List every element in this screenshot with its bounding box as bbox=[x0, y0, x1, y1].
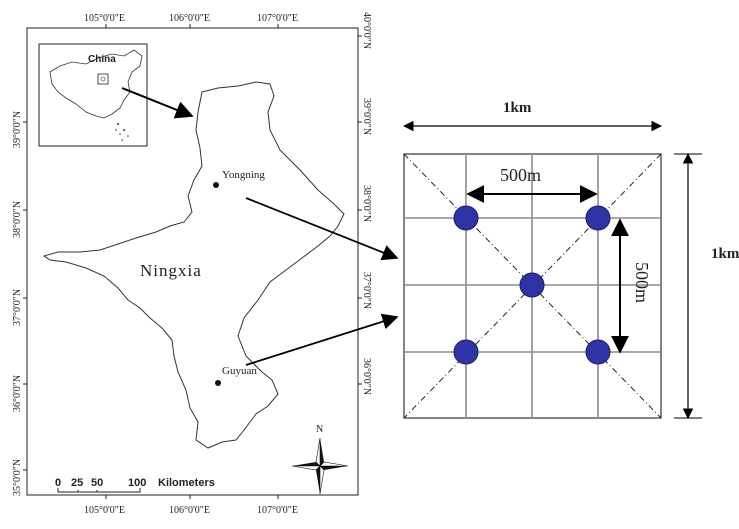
inset-label: China bbox=[88, 54, 116, 65]
longitude-labels-bottom: 105°0'0"E 106°0'0"E 107°0'0"E bbox=[84, 505, 298, 516]
north-label: N bbox=[316, 424, 323, 435]
lat-label-right-38: 38°0'0"N bbox=[361, 185, 372, 222]
guyuan-point bbox=[215, 380, 221, 386]
scale-tick-100: 100 bbox=[128, 477, 146, 489]
width-label: 1km bbox=[503, 100, 532, 116]
lat-label-left-35: 35°0'0"N bbox=[12, 459, 23, 496]
lon-label-bottom-105: 105°0'0"E bbox=[84, 505, 125, 516]
sample-point-bottom-right bbox=[586, 340, 610, 364]
lon-label-top-105: 105°0'0"E bbox=[84, 13, 125, 24]
guyuan-label: Guyuan bbox=[222, 365, 257, 377]
scale-tick-0: 0 bbox=[55, 477, 61, 489]
lat-label-right-39: 39°0'0"N bbox=[361, 98, 372, 135]
latitude-labels-left: 39°0'0"N 38°0'0"N 37°0'0"N 36°0'0"N 35°0… bbox=[12, 111, 23, 496]
lon-label-bottom-107: 107°0'0"E bbox=[257, 505, 298, 516]
plot-design: 1km 1km 500m bbox=[404, 100, 739, 418]
latitude-labels-right: 40°0'0"N 39°0'0"N 38°0'0"N 37°0'0"N 36°0… bbox=[361, 12, 372, 395]
yongning-point bbox=[213, 182, 219, 188]
spacing-vertical-label: 500m bbox=[632, 262, 652, 303]
scale-unit: Kilometers bbox=[158, 477, 215, 489]
spacing-horizontal-label: 500m bbox=[500, 165, 541, 185]
longitude-labels-top: 105°0'0"E 106°0'0"E 107°0'0"E bbox=[84, 13, 298, 24]
yongning-label: Yongning bbox=[222, 169, 265, 181]
lat-label-left-37: 37°0'0"N bbox=[12, 289, 23, 326]
sample-point-center bbox=[520, 273, 544, 297]
scale-tick-50: 50 bbox=[91, 477, 103, 489]
lon-label-bottom-106: 106°0'0"E bbox=[169, 505, 210, 516]
lat-label-right-36: 36°0'0"N bbox=[361, 358, 372, 395]
sample-point-top-right bbox=[586, 206, 610, 230]
sample-point-top-left bbox=[454, 206, 478, 230]
lon-label-top-106: 106°0'0"E bbox=[169, 13, 210, 24]
lat-label-right-37: 37°0'0"N bbox=[361, 272, 372, 309]
sample-point-bottom-left bbox=[454, 340, 478, 364]
lat-label-right-40: 40°0'0"N bbox=[361, 12, 372, 49]
lat-label-left-39: 39°0'0"N bbox=[12, 111, 23, 148]
region-label: Ningxia bbox=[140, 261, 202, 280]
scale-tick-25: 25 bbox=[71, 477, 83, 489]
height-label: 1km bbox=[711, 246, 739, 262]
lon-label-top-107: 107°0'0"E bbox=[257, 13, 298, 24]
lat-label-left-38: 38°0'0"N bbox=[12, 201, 23, 238]
lat-label-left-36: 36°0'0"N bbox=[12, 375, 23, 412]
